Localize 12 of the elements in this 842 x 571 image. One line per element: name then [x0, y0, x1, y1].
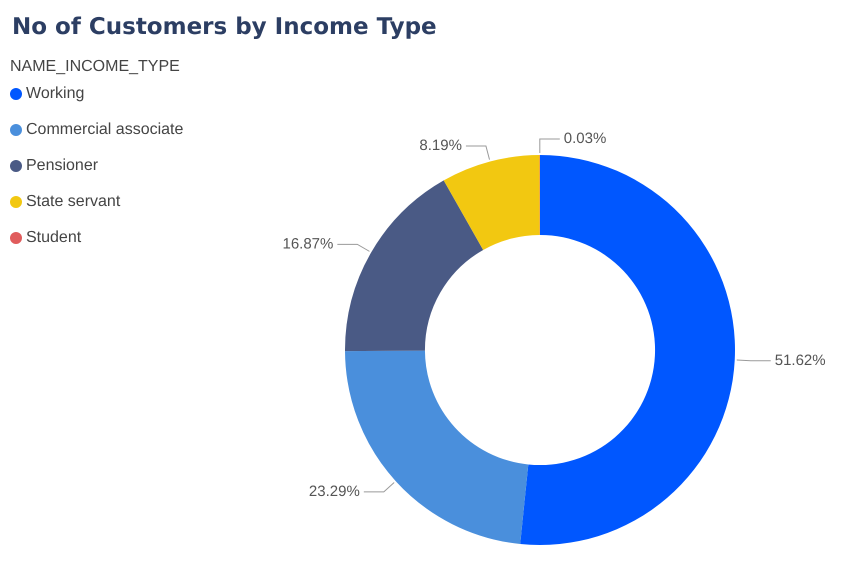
data-label: 16.87% [282, 236, 334, 253]
data-label: 51.62% [774, 352, 826, 369]
legend-label: Working [26, 85, 84, 103]
legend-label: Commercial associate [26, 121, 184, 139]
legend-title: NAME_INCOME_TYPE [10, 58, 181, 76]
chart-title: No of Customers by Income Type [12, 14, 437, 40]
legend-label: Student [26, 229, 82, 247]
legend-label: State servant [26, 193, 120, 211]
legend-label: Pensioner [26, 157, 98, 175]
data-label: 23.29% [308, 483, 360, 500]
data-label: 0.03% [564, 130, 606, 148]
data-label: 8.19% [419, 137, 462, 154]
